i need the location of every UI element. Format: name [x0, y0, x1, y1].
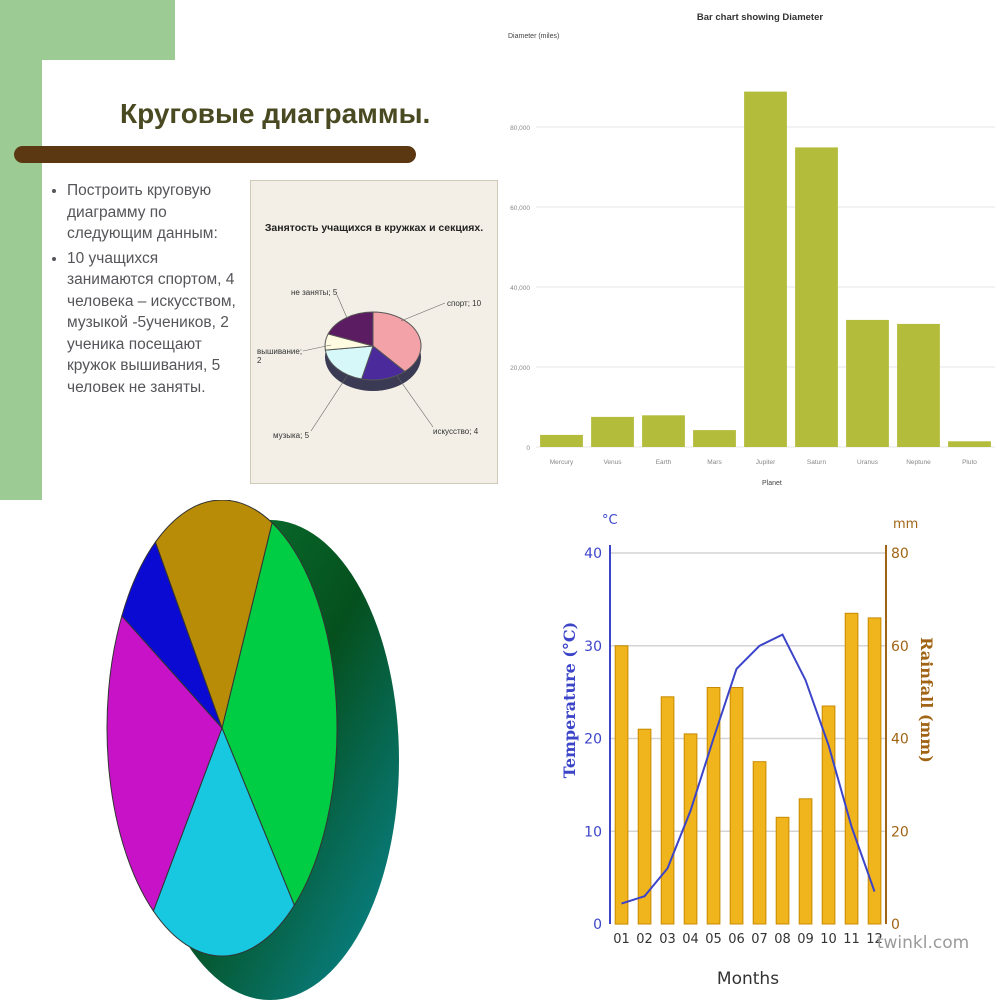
inset-pie-chart: Занятость учащихся в кружках и секциях. …	[250, 180, 498, 484]
diameter-bar-pluto	[948, 441, 991, 447]
month-tick-label: 06	[728, 932, 745, 947]
inset-pie-slice-1	[372, 311, 422, 373]
temperature-tick-label: 0	[593, 917, 602, 933]
temperature-unit: °C	[602, 513, 618, 528]
twinkl-watermark: twinkl.com	[877, 933, 969, 953]
diameter-x-tick-label: Mars	[707, 459, 722, 466]
diameter-y-tick-label: 80,000	[510, 125, 530, 132]
rainfall-tick-label: 80	[891, 546, 909, 562]
slide-title-underline-bar	[14, 146, 416, 163]
diameter-y-tick-label: 20,000	[510, 365, 530, 372]
diameter-x-tick-label: Uranus	[857, 459, 879, 466]
rainfall-bar-03	[660, 696, 675, 925]
rainfall-bar-01	[614, 645, 629, 925]
diameter-bar-saturn	[795, 147, 838, 447]
inset-pie-slice-5	[327, 311, 374, 347]
month-tick-label: 12	[866, 932, 883, 947]
diameter-bar-earth	[642, 415, 685, 447]
big-pie-slice-2	[152, 726, 295, 957]
big-pie-slice-1	[221, 521, 338, 907]
diameter-bar-chart: 0 20,000 40,000 60,000 80,000 Mercury Venus Ear…	[510, 91, 995, 466]
temperature-tick-label: 20	[584, 732, 602, 748]
slide-panel: Круговые диаграммы. Построить круговую д…	[0, 0, 545, 500]
month-tick-label: 10	[820, 932, 837, 947]
month-tick-label: 05	[705, 932, 722, 947]
inset-pie-slice-2	[360, 345, 406, 381]
inset-label-not-busy: не заняты; 5	[291, 288, 338, 297]
slide-bullet-list: Построить круговую диаграмму по следующи…	[50, 180, 240, 401]
rainfall-bar-11	[844, 612, 859, 925]
diameter-bar-mercury	[540, 434, 583, 447]
rainfall-bar-08	[775, 816, 790, 925]
month-tick-label: 01	[613, 932, 630, 947]
month-tick-label: 09	[797, 932, 814, 947]
big-pie-slice-3	[106, 614, 223, 913]
inset-label-art: искусство; 4	[433, 427, 479, 436]
diameter-bar-neptune	[897, 323, 940, 447]
diameter-chart-title: Bar chart showing Diameter	[696, 12, 824, 23]
big-3d-pie-chart	[106, 500, 399, 1000]
inset-label-embroidery: вышивание; 2	[257, 347, 303, 365]
temperature-tick-label: 10	[584, 824, 602, 840]
month-tick-label: 07	[751, 932, 768, 947]
rainfall-tick-label: 0	[891, 917, 900, 933]
month-tick-label: 04	[682, 932, 699, 947]
diameter-x-tick-label: Saturn	[807, 459, 827, 466]
months-axis-label: Months	[717, 969, 779, 989]
slide-side-strip	[0, 0, 42, 500]
diameter-y-tick-label: 0	[526, 445, 530, 452]
slide-title: Круговые диаграммы.	[120, 98, 431, 129]
temperature-line	[621, 633, 876, 905]
diameter-bar-jupiter	[744, 91, 787, 447]
rainfall-axis-label: Rainfall (mm)	[917, 637, 936, 763]
temperature-tick-label: 40	[584, 546, 602, 562]
diameter-x-tick-label: Mercury	[550, 459, 574, 466]
diameter-x-tick-label: Jupiter	[756, 459, 776, 466]
rainfall-bar-09	[798, 798, 813, 925]
rainfall-bar-07	[752, 761, 767, 925]
temperature-axis-label: Temperature (°C)	[560, 622, 579, 778]
rainfall-bar-04	[683, 733, 698, 925]
diameter-bar-uranus	[846, 319, 889, 447]
diameter-y-tick-label: 40,000	[510, 285, 530, 292]
inset-pie-slice-3	[324, 345, 374, 380]
rainfall-unit: mm	[893, 517, 918, 532]
rainfall-bar-06	[729, 687, 744, 925]
diameter-bar-mars	[693, 430, 736, 447]
inset-label-sport: спорт; 10	[447, 299, 482, 308]
rainfall-tick-label: 20	[891, 824, 909, 840]
rainfall-bar-12	[867, 617, 882, 925]
diameter-x-tick-label: Pluto	[962, 459, 977, 466]
month-tick-label: 08	[774, 932, 791, 947]
diameter-x-tick-label: Earth	[656, 459, 672, 466]
rainfall-bar-10	[821, 705, 836, 925]
inset-label-music: музыка; 5	[273, 431, 310, 440]
slide-bullet-2: 10 учащихся занимаются спортом, 4 челове…	[67, 248, 240, 399]
inset-pie-svg	[302, 294, 446, 432]
diameter-bar-venus	[591, 416, 634, 447]
temperature-tick-label: 30	[584, 639, 602, 655]
slide-bullet-1: Построить круговую диаграмму по следующи…	[67, 180, 240, 245]
month-tick-label: 03	[659, 932, 676, 947]
rainfall-tick-label: 40	[891, 732, 909, 748]
rainfall-tick-label: 60	[891, 639, 909, 655]
month-tick-label: 02	[636, 932, 653, 947]
diameter-y-tick-label: 60,000	[510, 205, 530, 212]
inset-pie-title: Занятость учащихся в кружках и секциях.	[264, 222, 484, 234]
diameter-x-axis-label: Planet	[762, 480, 782, 487]
diameter-x-tick-label: Venus	[603, 459, 622, 466]
big-pie-slice-5	[154, 500, 273, 730]
rainfall-bar-02	[637, 728, 652, 925]
diameter-x-tick-label: Neptune	[906, 459, 931, 466]
month-tick-label: 11	[843, 932, 860, 947]
climate-chart: 0 10 20 30 40 0 20 40 60 80 01 02 03 04 05 06 07 08 09 10 11…	[560, 513, 969, 989]
diameter-y-axis-label: Diameter (miles)	[508, 33, 560, 40]
